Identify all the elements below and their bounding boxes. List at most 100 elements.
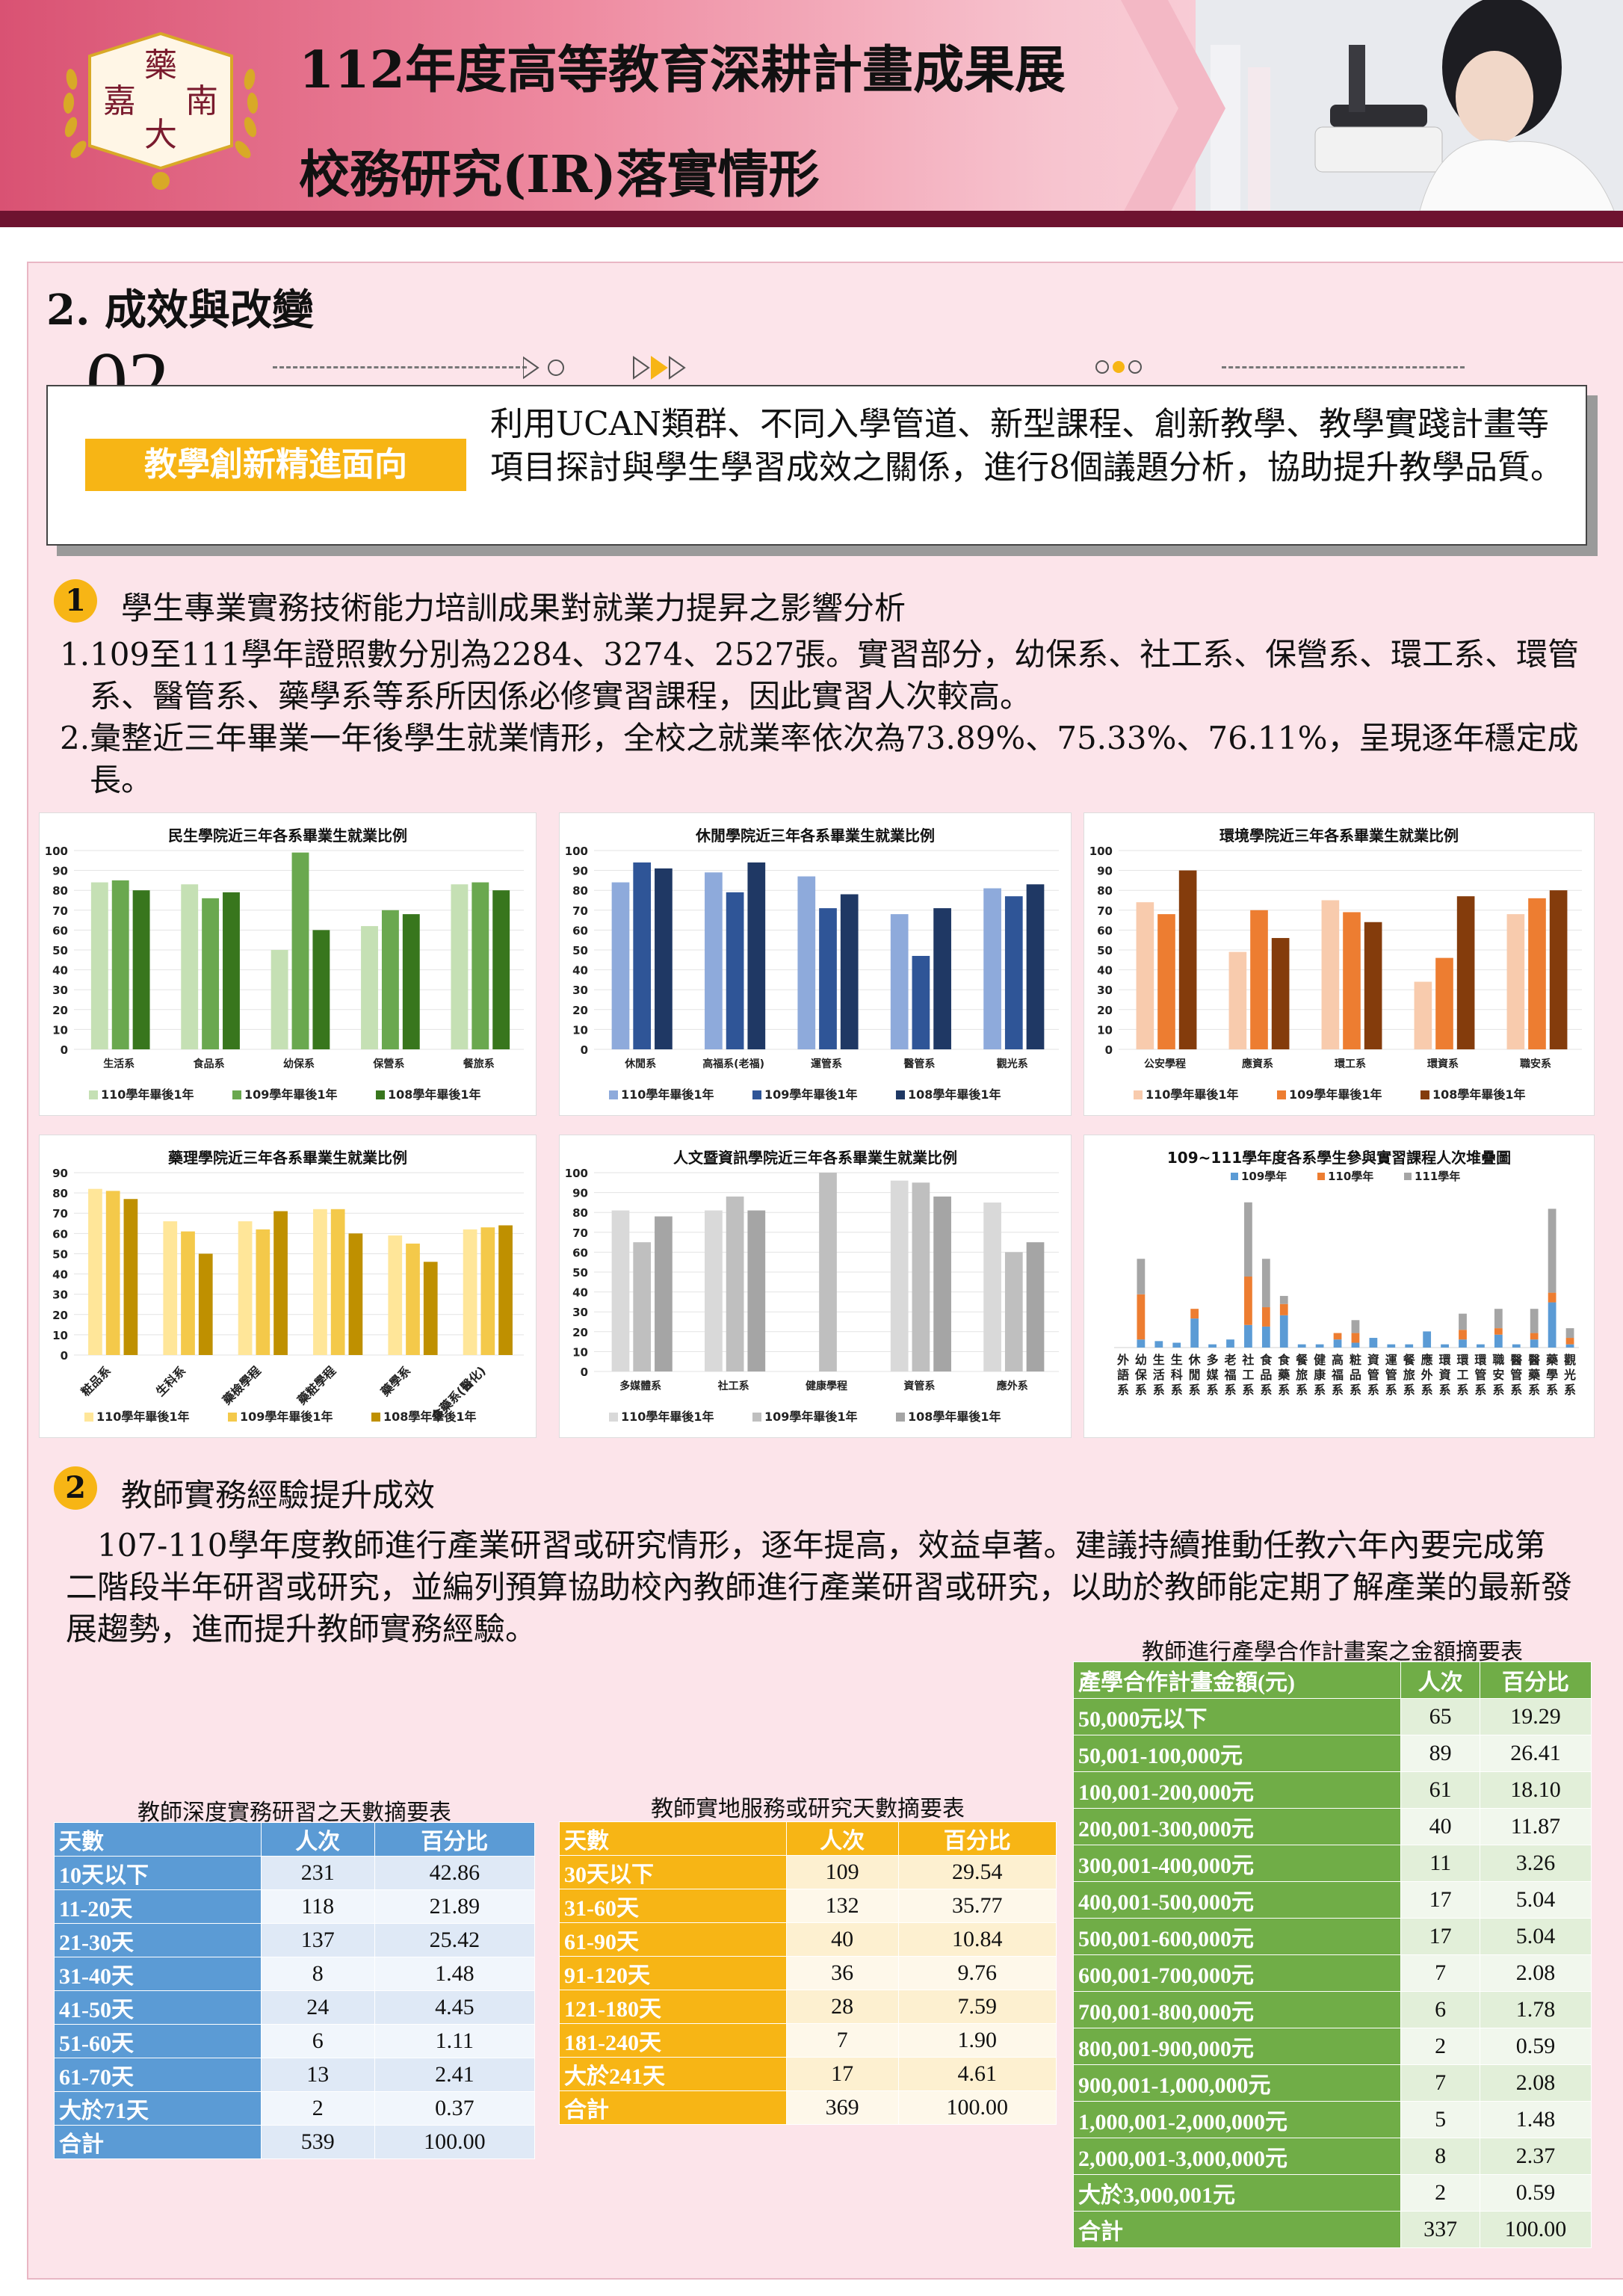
value-cell: 19.29 (1479, 1698, 1592, 1735)
value-cell: 5 (1400, 2101, 1480, 2138)
y-tick-label: 70 (572, 1226, 588, 1240)
x-tick-label: 醫 (1528, 1353, 1540, 1367)
x-tick-label: 藥學系 (377, 1363, 413, 1399)
row-label-cell: 2,000,001-3,000,000元 (1072, 2138, 1402, 2175)
chart-internship-stack: 109~111學年度各系學生參與實習課程人次堆疊圖 109學年 110學年 111學年… (1083, 1135, 1595, 1438)
y-tick-label: 60 (572, 1246, 588, 1259)
value-cell: 4.45 (374, 1990, 536, 2025)
stack-segment (1405, 1344, 1414, 1348)
x-tick-label: 應外系 (997, 1380, 1028, 1392)
table-row: 11-20天 118 21.89 (54, 1889, 536, 1924)
stack-segment (1512, 1344, 1521, 1348)
header-title-line2: 校務研究(IR)落實情形 (299, 145, 820, 205)
y-tick-label: 0 (581, 1043, 588, 1057)
bar (655, 868, 673, 1049)
value-cell: 61 (1400, 1771, 1480, 1809)
x-tick-label: 系 (1296, 1383, 1308, 1397)
bar (633, 1242, 652, 1371)
table-row: 51-60天 6 1.11 (54, 2024, 536, 2058)
stack-segment (1226, 1339, 1234, 1348)
table-row: 合計 369 100.00 (559, 2090, 1057, 2125)
x-tick-label: 職 (1492, 1353, 1504, 1367)
x-tick-label: 幼保系 (283, 1058, 315, 1070)
legend-label: 108學年畢後1年 (908, 1087, 1001, 1102)
y-tick-label: 70 (52, 904, 68, 918)
row-label-cell: 大於71天 (54, 2091, 262, 2126)
x-tick-label: 系 (1439, 1383, 1451, 1397)
value-cell: 2.08 (1479, 1954, 1592, 1992)
topic2-number-badge: 2 (54, 1466, 97, 1510)
bar (890, 1180, 909, 1371)
logo-char-top: 藥 (144, 46, 177, 84)
x-tick-label: 資管系 (903, 1380, 935, 1392)
x-tick-label: 粧品系 (78, 1363, 114, 1398)
bar (747, 1210, 766, 1371)
y-tick-label: 30 (572, 1306, 588, 1319)
stack-segment (1190, 1318, 1199, 1348)
stack-segment (1494, 1334, 1503, 1348)
stack-segment (1565, 1338, 1574, 1345)
table-row: 31-60天 132 35.77 (559, 1889, 1057, 1923)
chart-humanities: 人文暨資訊學院近三年各系畢業生就業比例 0 10 20 30 40 50 60 70 80 90 10… (559, 1135, 1072, 1438)
x-tick-label: 醫管系 (903, 1058, 935, 1070)
legend-swatch (1134, 1090, 1143, 1099)
stack-segment (1548, 1292, 1556, 1303)
table-row: 61-70天 13 2.41 (54, 2058, 536, 2092)
bar (912, 955, 930, 1049)
dashed-line-left (273, 366, 527, 368)
stack-segment (1137, 1294, 1146, 1340)
legend-label: 110學年 (1328, 1170, 1373, 1183)
legend-label: 109學年畢後1年 (764, 1087, 858, 1102)
logo-char-bottom: 大 (144, 116, 177, 154)
value-cell: 0.59 (1479, 2028, 1592, 2065)
x-tick-label: 藥檢學程 (219, 1363, 263, 1407)
stack-segment (1172, 1342, 1181, 1348)
y-tick-label: 20 (52, 1004, 68, 1017)
stack-segment (1387, 1344, 1396, 1348)
table-header-cell: 天數 (54, 1822, 262, 1857)
x-tick-label: 觀光系 (997, 1058, 1028, 1070)
value-cell: 0.37 (374, 2091, 536, 2126)
x-tick-label: 系 (1314, 1383, 1326, 1397)
table-row: 500,001-600,000元 17 5.04 (1072, 1918, 1592, 1955)
value-cell: 40 (1400, 1808, 1480, 1845)
legend-swatch (896, 1090, 905, 1099)
value-cell: 137 (260, 1923, 375, 1957)
page-header: 藥 嘉 南 大 112年度高等教育深耕計畫成果展 校務研究(IR)落實情形 (0, 0, 1623, 224)
x-tick-label: 醫 (1510, 1353, 1522, 1367)
stack-segment (1137, 1339, 1146, 1348)
x-tick-label: 系 (1367, 1383, 1379, 1397)
bar (983, 888, 1001, 1049)
legend-swatch (1404, 1173, 1412, 1180)
y-tick-label: 90 (52, 865, 68, 878)
row-label-cell: 181-240天 (559, 2023, 787, 2058)
table-row: 91-120天 36 9.76 (559, 1956, 1057, 1990)
table-row: 50,000元以下 65 19.29 (1072, 1698, 1592, 1735)
legend-label: 110學年畢後1年 (621, 1410, 714, 1424)
value-cell: 2 (1400, 2028, 1480, 2065)
bar (105, 1191, 120, 1355)
y-tick-label: 90 (572, 1187, 588, 1200)
x-tick-label: 系 (1421, 1383, 1433, 1397)
chart-title: 109~111學年度各系學生參與實習課程人次堆疊圖 (1166, 1149, 1512, 1167)
x-tick-label: 社工系 (717, 1380, 749, 1392)
legend-swatch (228, 1413, 237, 1422)
y-tick-label: 30 (572, 984, 588, 997)
x-tick-label: 應資系 (1242, 1058, 1273, 1070)
university-logo: 藥 嘉 南 大 (37, 15, 284, 202)
x-tick-label: 高福系(老福) (702, 1058, 764, 1070)
table-header-cell: 人次 (260, 1822, 375, 1857)
y-tick-label: 80 (572, 1206, 588, 1220)
row-label-cell: 50,000元以下 (1072, 1698, 1402, 1735)
bar (1343, 912, 1361, 1049)
bar (933, 908, 951, 1049)
value-cell: 5.04 (1479, 1918, 1592, 1955)
table1-caption: 教師深度實務研習之天數摘要表 (137, 1800, 451, 1826)
x-tick-label: 管 (1510, 1368, 1522, 1382)
table-header-row: 天數 人次 百分比 (559, 1821, 1057, 1856)
x-tick-label: 公安學程 (1144, 1058, 1186, 1070)
bar (1004, 1252, 1023, 1371)
legend-swatch (89, 1090, 98, 1099)
x-tick-label: 多 (1207, 1353, 1219, 1367)
x-tick-label: 安 (1492, 1368, 1504, 1382)
